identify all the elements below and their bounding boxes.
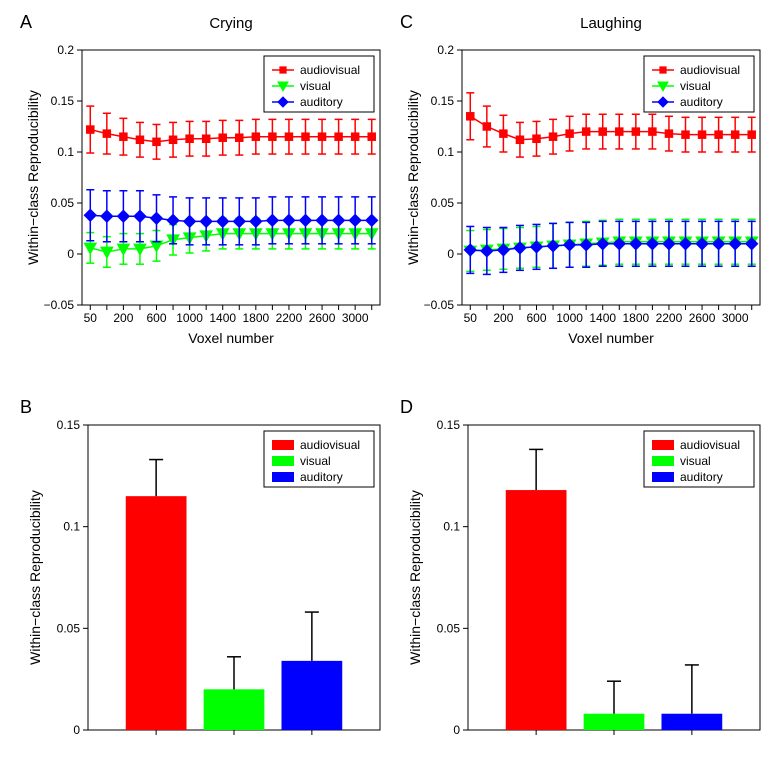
svg-text:visual: visual [680,454,711,468]
svg-text:−0.05: −0.05 [44,298,75,312]
svg-text:visual: visual [300,454,331,468]
svg-text:1000: 1000 [556,311,583,325]
svg-text:1800: 1800 [622,311,649,325]
svg-text:C: C [400,12,413,32]
svg-text:audiovisual: audiovisual [300,63,360,77]
svg-text:0.1: 0.1 [63,520,80,534]
svg-text:0: 0 [447,247,454,261]
svg-text:1400: 1400 [209,311,236,325]
svg-text:visual: visual [300,79,331,93]
svg-text:D: D [400,397,413,417]
svg-text:0.1: 0.1 [443,520,460,534]
svg-text:Laughing: Laughing [580,15,642,32]
svg-text:0.15: 0.15 [57,418,81,432]
svg-text:audiovisual: audiovisual [680,63,740,77]
svg-text:200: 200 [113,311,133,325]
svg-text:0: 0 [67,247,74,261]
svg-text:auditory: auditory [300,470,343,484]
svg-text:0.05: 0.05 [51,196,75,210]
svg-text:auditory: auditory [680,470,723,484]
svg-text:0.2: 0.2 [437,43,454,57]
svg-text:audiovisual: audiovisual [300,438,360,452]
svg-text:0.1: 0.1 [437,145,454,159]
svg-text:auditory: auditory [300,95,343,109]
svg-text:Within−class Reproducibility: Within−class Reproducibility [25,90,41,265]
svg-text:0.15: 0.15 [437,418,461,432]
svg-text:0.15: 0.15 [431,94,455,108]
svg-text:0.05: 0.05 [437,621,461,635]
svg-text:2200: 2200 [656,311,683,325]
svg-text:50: 50 [84,311,98,325]
svg-text:1800: 1800 [242,311,269,325]
panel-a: −0.05 0 0.05 0.1 0.15 0.2 50 200 600 1000 1400 1800… [20,10,390,360]
svg-text:3000: 3000 [722,311,749,325]
svg-text:600: 600 [526,311,546,325]
svg-text:Voxel number: Voxel number [188,330,274,346]
svg-text:1000: 1000 [176,311,203,325]
svg-text:Voxel number: Voxel number [568,330,654,346]
svg-text:1400: 1400 [589,311,616,325]
svg-text:auditory: auditory [680,95,723,109]
svg-text:B: B [20,397,32,417]
svg-text:2600: 2600 [309,311,336,325]
panel-d: 0 0.05 0.1 0.15 Within−class Reproducibility… [400,395,770,755]
svg-text:visual: visual [680,79,711,93]
svg-text:Crying: Crying [209,15,252,32]
panel-c: −0.05 0 0.05 0.1 0.15 0.2 50 200 600 1000 1400 1800… [400,10,770,360]
svg-text:0.2: 0.2 [57,43,74,57]
svg-text:50: 50 [464,311,478,325]
figure-root: −0.05 0 0.05 0.1 0.15 0.2 50 200 600 1000 1400 1800… [0,0,779,767]
svg-text:600: 600 [146,311,166,325]
svg-text:A: A [20,12,32,32]
svg-text:Within−class Reproducibility: Within−class Reproducibility [407,490,423,665]
svg-text:0.1: 0.1 [57,145,74,159]
svg-text:3000: 3000 [342,311,369,325]
svg-text:−0.05: −0.05 [424,298,455,312]
svg-text:0: 0 [453,723,460,737]
svg-text:0: 0 [73,723,80,737]
svg-text:200: 200 [493,311,513,325]
svg-text:0.05: 0.05 [431,196,455,210]
svg-text:2600: 2600 [689,311,716,325]
svg-text:2200: 2200 [276,311,303,325]
svg-text:0.05: 0.05 [57,621,81,635]
panel-b: 0 0.05 0.1 0.15 Within−class Reproducibility… [20,395,390,755]
svg-text:Within−class Reproducibility: Within−class Reproducibility [405,90,421,265]
svg-text:Within−class Reproducibility: Within−class Reproducibility [27,490,43,665]
svg-text:audiovisual: audiovisual [680,438,740,452]
svg-text:0.15: 0.15 [51,94,75,108]
